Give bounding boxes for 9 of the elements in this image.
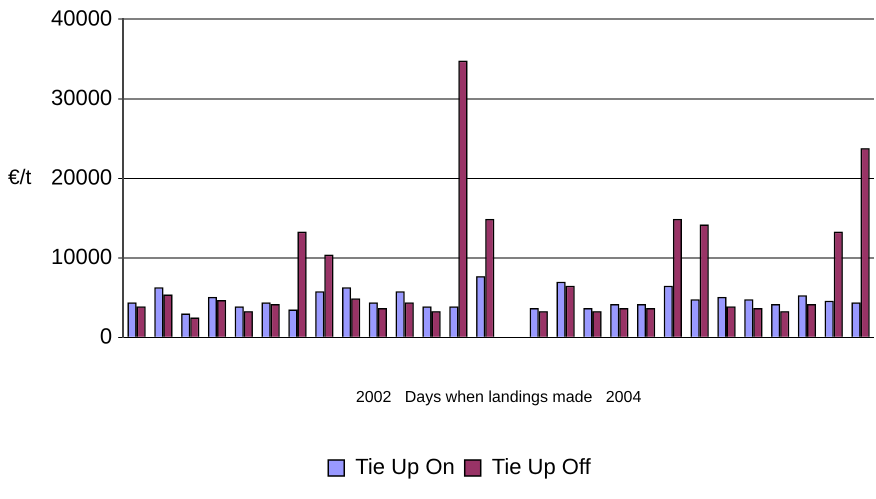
y-tick-label: 40000: [50, 5, 112, 30]
x-axis-title: 2002 Days when landings made 2004: [356, 388, 642, 406]
legend-label: Tie Up Off: [492, 454, 592, 480]
y-tick-label: 10000: [50, 244, 112, 269]
y-tick-label: 0: [100, 323, 112, 348]
y-tick-label: 30000: [50, 84, 112, 110]
legend-label: Tie Up On: [355, 454, 455, 480]
y-axis-title: €/t: [8, 166, 32, 190]
y-tick-label: 20000: [50, 164, 112, 190]
